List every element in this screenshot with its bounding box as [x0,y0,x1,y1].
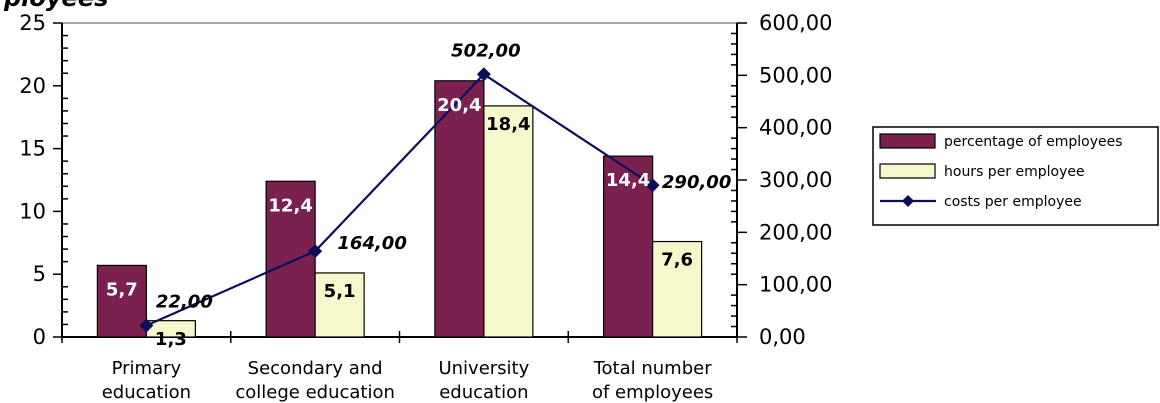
right-tick-label: 300,00 [759,168,832,192]
cost-data-label: 502,00 [451,40,520,61]
cost-marker [139,318,154,333]
legend-label: costs per employee [944,194,1082,210]
cost-data-label: 22,00 [156,291,213,312]
left-tick-label: 0 [33,325,46,349]
bar-percentage [603,155,654,338]
data-labels-group: 5,7 1,3 12,4 5,1 20,418,4 14,4 7,6 22,00 164,00 5… [106,40,731,350]
bars-group [96,80,703,338]
cost-marker [308,244,323,259]
legend-swatch [879,163,936,179]
bar-data-label: 20,4 [437,95,481,116]
bar-data-label: 1,3 [155,329,187,350]
bar-percentage [434,80,485,338]
bar-data-label: 7,6 [661,250,693,271]
legend-swatch [879,133,936,149]
axes-group: 0 5 10 15 20 25 0,00 100,00 200,00 300,00 400,00 50… [19,11,832,403]
bar-hours [314,272,365,338]
right-tick-label: 500,00 [759,63,832,87]
left-tick-label: 25 [19,11,46,35]
x-category-label: Secondary and [248,358,383,379]
cost-data-label: 290,00 [662,172,731,193]
x-category-label: college education [235,382,395,403]
bar-data-label: 18,4 [486,114,530,135]
x-category-label: of employees [592,382,713,403]
x-category-label: education [439,382,528,403]
x-category-label: education [102,382,191,403]
cost-marker [476,67,491,82]
bar-percentage [96,264,147,338]
right-tick-label: 600,00 [759,11,832,35]
left-tick-label: 20 [19,74,46,98]
cost-line-group [139,67,660,333]
bar-data-label: 5,7 [106,279,138,300]
x-category-label: University [438,358,529,379]
legend-label: percentage of employees [944,134,1123,150]
x-category-label: Primary [112,358,182,379]
right-tick-label: 0,00 [759,325,806,349]
chart-title-fragment: ployees [3,0,108,12]
right-tick-label: 400,00 [759,116,832,140]
cost-marker [645,178,660,193]
right-tick-label: 100,00 [759,273,832,297]
cost-line [145,72,654,327]
bar-data-label: 12,4 [268,195,312,216]
bar-percentage [265,180,316,338]
bar-hours [652,240,703,338]
bar-data-label: 5,1 [324,281,356,302]
left-tick-label: 15 [19,137,46,161]
cost-data-label: 164,00 [337,233,406,254]
legend-marker [902,195,914,207]
right-tick-label: 200,00 [759,220,832,244]
x-category-label: Total number [593,358,713,379]
bar-hours [483,105,534,338]
legend-label: hours per employee [944,164,1085,180]
legend: percentage of employees hours per employe… [872,126,1159,226]
bar-data-label: 14,4 [606,170,650,191]
left-tick-label: 5 [33,262,46,286]
left-tick-label: 10 [19,199,46,223]
